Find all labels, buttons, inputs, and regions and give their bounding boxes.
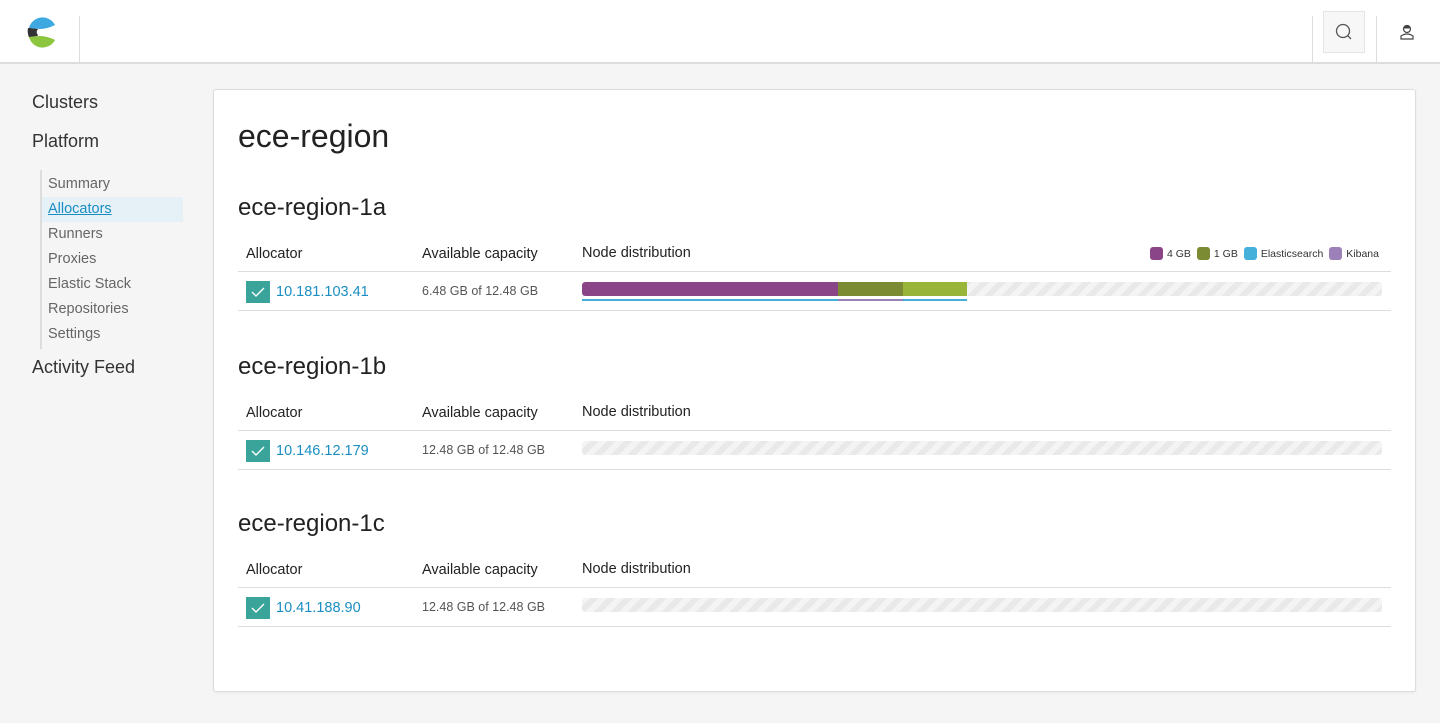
legend-label: 4 GB — [1166, 247, 1191, 260]
legend-swatch — [1243, 247, 1257, 260]
column-distribution: Node distribution — [582, 404, 691, 420]
user-menu-button[interactable] — [1395, 20, 1419, 44]
sidebar-item-clusters[interactable]: Clusters — [32, 92, 99, 112]
allocator-link[interactable]: 10.41.188.90 — [276, 600, 361, 616]
legend: 4 GB 1 GB Elasticsearch Kibana — [1144, 247, 1379, 260]
region-title: ece-region-1c — [238, 510, 385, 537]
table-row: 10.41.188.90 12.48 GB of 12.48 GB — [238, 588, 1391, 627]
divider — [1312, 16, 1313, 64]
sidebar: Clusters Platform Summary Allocators Run… — [32, 92, 192, 396]
sidebar-item-runners[interactable]: Runners — [48, 226, 103, 242]
divider — [79, 16, 80, 64]
page-title: ece-region — [238, 118, 390, 154]
healthy-status-icon — [246, 281, 270, 303]
legend-label: Kibana — [1346, 247, 1379, 260]
user-icon — [1400, 24, 1414, 40]
divider — [1376, 16, 1377, 64]
sidebar-item-allocators[interactable]: Allocators — [42, 197, 183, 222]
healthy-status-icon — [246, 597, 270, 619]
available-capacity: 12.48 GB of 12.48 GB — [422, 443, 545, 457]
node-type-indicator — [838, 299, 903, 301]
column-capacity: Available capacity — [422, 562, 538, 578]
region-section: ece-region-1c Allocator Available capaci… — [238, 510, 1391, 627]
table-row: 10.181.103.41 6.48 GB of 12.48 GB — [238, 272, 1391, 311]
node-segment[interactable] — [582, 282, 839, 296]
platform-submenu: Summary Allocators Runners Proxies Elast… — [40, 170, 192, 349]
region-title: ece-region-1a — [238, 194, 387, 221]
column-allocator: Allocator — [246, 405, 303, 421]
region-section: ece-region-1b Allocator Available capaci… — [238, 353, 1391, 470]
sidebar-item-platform[interactable]: Platform — [32, 131, 100, 151]
node-distribution-bar — [582, 441, 1382, 455]
search-button[interactable] — [1323, 11, 1365, 53]
sidebar-item-activity-feed[interactable]: Activity Feed — [32, 357, 136, 377]
legend-label: Elasticsearch — [1260, 247, 1324, 260]
elastic-logo[interactable] — [25, 16, 57, 48]
table-header: Allocator Available capacity Node distri… — [238, 550, 1391, 588]
column-allocator: Allocator — [246, 246, 303, 262]
column-distribution: Node distribution — [582, 561, 691, 577]
legend-swatch — [1149, 247, 1163, 260]
column-allocator: Allocator — [246, 562, 303, 578]
node-type-indicator — [582, 299, 839, 301]
sidebar-item-elastic-stack[interactable]: Elastic Stack — [48, 276, 131, 292]
search-icon — [1335, 23, 1352, 40]
node-segment[interactable] — [838, 282, 903, 296]
node-type-indicator — [902, 299, 967, 301]
node-segment[interactable] — [902, 282, 967, 296]
allocator-link[interactable]: 10.181.103.41 — [276, 284, 369, 300]
available-capacity: 12.48 GB of 12.48 GB — [422, 600, 545, 614]
region-section: ece-region-1a Allocator Available capaci… — [238, 194, 1391, 311]
table-header: Allocator Available capacity Node distri… — [238, 393, 1391, 431]
sidebar-item-summary[interactable]: Summary — [48, 176, 111, 192]
legend-swatch — [1329, 247, 1343, 260]
column-capacity: Available capacity — [422, 405, 538, 421]
region-title: ece-region-1b — [238, 353, 387, 380]
node-distribution-bar — [582, 598, 1382, 612]
sidebar-item-proxies[interactable]: Proxies — [48, 251, 97, 267]
column-capacity: Available capacity — [422, 246, 538, 262]
main-panel: ece-region ece-region-1a Allocator Avail… — [213, 89, 1416, 692]
available-capacity: 6.48 GB of 12.48 GB — [422, 284, 539, 298]
top-bar — [0, 0, 1440, 64]
table-row: 10.146.12.179 12.48 GB of 12.48 GB — [238, 431, 1391, 470]
column-distribution: Node distribution — [582, 245, 691, 261]
sidebar-item-settings[interactable]: Settings — [48, 326, 101, 342]
allocator-link[interactable]: 10.146.12.179 — [276, 443, 369, 459]
table-header: Allocator Available capacity Node distri… — [238, 234, 1391, 272]
sidebar-item-repositories[interactable]: Repositories — [48, 301, 129, 317]
legend-label: 1 GB — [1213, 247, 1238, 260]
node-distribution-bar — [582, 282, 1382, 296]
healthy-status-icon — [246, 440, 270, 462]
legend-swatch — [1196, 247, 1210, 260]
